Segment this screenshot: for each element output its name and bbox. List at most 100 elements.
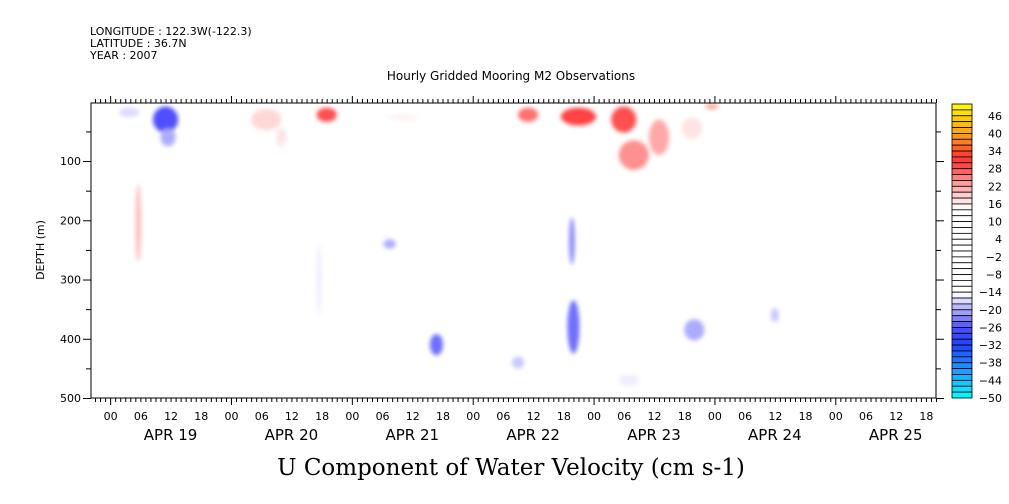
x-tick-label: 06 <box>134 410 148 423</box>
longitude-label: LONGITUDE : 122.3W(-122.3) <box>90 25 252 38</box>
colorbar-cell <box>951 238 973 246</box>
colorbar-cell <box>951 291 973 299</box>
colorbar-label: −8 <box>986 269 1002 282</box>
colorbar-label: −2 <box>986 251 1002 264</box>
colorbar-cell <box>951 203 973 211</box>
velocity-patch <box>316 107 337 122</box>
y-axis-label: DEPTH (m) <box>34 220 47 280</box>
x-tick-label: 06 <box>376 410 390 423</box>
x-tick-label: 12 <box>889 410 903 423</box>
y-tick-label: 100 <box>60 155 81 168</box>
colorbar-label: 28 <box>988 163 1002 176</box>
colorbar-cell <box>951 115 973 123</box>
colorbar-cell <box>951 315 973 322</box>
colorbar-cell <box>951 297 973 305</box>
velocity-patch <box>567 300 580 354</box>
x-tick-label: 12 <box>285 410 299 423</box>
colorbar-cell <box>951 379 973 387</box>
velocity-patch <box>681 117 702 140</box>
colorbar-cell <box>951 356 973 364</box>
colorbar-cell <box>951 162 973 170</box>
velocity-patch <box>251 108 282 131</box>
colorbar-cell <box>951 256 973 264</box>
day-label: APR 23 <box>627 426 681 444</box>
colorbar-cell <box>951 250 973 258</box>
colorbar-cell <box>951 150 973 158</box>
colorbar-cell <box>951 391 973 399</box>
colorbar-cell <box>951 268 973 275</box>
x-tick-label: 18 <box>436 410 450 423</box>
colorbar-cell <box>951 144 973 152</box>
velocity-patch <box>511 356 525 369</box>
axes: 00 06 12 18 00 06 12 18 00 06 12 18 00 06 12 18 00 06 12 18… <box>60 96 944 444</box>
x-tick-label: 00 <box>829 410 843 423</box>
colorbar-label: 10 <box>988 216 1002 229</box>
colorbar-label: 22 <box>988 180 1002 193</box>
velocity-patch <box>684 319 705 341</box>
colorbar-cell <box>951 321 973 328</box>
colorbar-label: −38 <box>979 357 1002 370</box>
colorbar-label: 4 <box>995 233 1002 246</box>
colorbar-label: 34 <box>988 145 1002 158</box>
x-tick-label: 18 <box>799 410 813 423</box>
velocity-patch <box>383 239 396 249</box>
colorbar-cell <box>951 232 973 240</box>
colorbar-cell <box>951 274 973 281</box>
y-tick-label: 400 <box>60 333 81 346</box>
velocity-patch <box>568 217 575 265</box>
x-tick-label: 06 <box>617 410 631 423</box>
colorbar-cell <box>951 344 973 352</box>
x-tick-label: 18 <box>315 410 329 423</box>
velocity-patch <box>518 107 539 122</box>
colorbar-cell <box>951 215 973 223</box>
colorbar-cell <box>951 332 973 340</box>
velocity-patch <box>648 119 670 156</box>
colorbar-cell <box>951 338 973 346</box>
colorbar-cell <box>951 285 973 293</box>
y-tick-label: 200 <box>60 214 81 227</box>
day-label: APR 24 <box>748 426 802 444</box>
velocity-patch <box>119 107 140 118</box>
velocity-patch <box>316 243 322 316</box>
x-tick-label: 06 <box>738 410 752 423</box>
colorbar-cell <box>951 121 973 128</box>
x-tick-label: 18 <box>678 410 692 423</box>
colorbar-cell <box>951 180 973 187</box>
x-axis-label: U Component of Water Velocity (cm s-1) <box>277 455 745 481</box>
colorbar-cell <box>951 103 973 111</box>
velocity-patch <box>618 140 649 170</box>
velocity-patch <box>770 307 779 323</box>
velocity-patch <box>160 128 176 147</box>
colorbar-cell <box>951 368 973 375</box>
x-tick-label: 18 <box>557 410 571 423</box>
colorbar-cell <box>951 156 973 164</box>
colorbar-cell <box>951 127 973 134</box>
x-tick-label: 00 <box>587 410 601 423</box>
x-tick-label: 12 <box>164 410 178 423</box>
colorbar-cell <box>951 385 973 393</box>
colorbar-cell <box>951 132 973 140</box>
colorbar-cell <box>951 244 973 252</box>
colorbar-label: 40 <box>988 127 1002 140</box>
velocity-patch <box>611 106 637 133</box>
colorbar-label: 16 <box>988 198 1002 211</box>
colorbar-cell <box>951 209 973 217</box>
colorbar-cell <box>951 138 973 146</box>
colorbar-cell <box>951 327 973 334</box>
x-tick-label: 00 <box>466 410 480 423</box>
latitude-label: LATITUDE : 36.7N <box>90 37 187 50</box>
colorbar-cell <box>951 191 973 199</box>
y-tick-label: 300 <box>60 274 81 287</box>
colorbar-cell <box>951 303 973 311</box>
chart-title: Hourly Gridded Mooring M2 Observations <box>387 69 635 83</box>
x-tick-label: 06 <box>496 410 510 423</box>
colorbar-cell <box>951 309 973 317</box>
colorbar-cell <box>951 197 973 205</box>
x-tick-label: 18 <box>194 410 208 423</box>
x-tick-label: 12 <box>406 410 420 423</box>
colorbar-cell <box>951 221 973 228</box>
colorbar-label: −44 <box>979 374 1002 387</box>
day-label: APR 21 <box>385 426 439 444</box>
